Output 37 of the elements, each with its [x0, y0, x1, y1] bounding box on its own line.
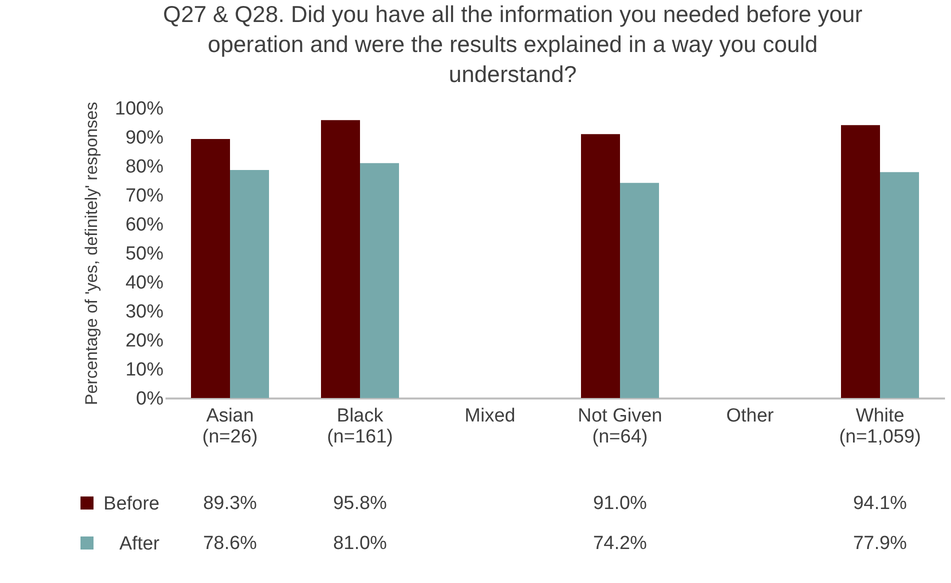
data-label: 95.8%	[333, 493, 388, 514]
x-tick-label: Asian (n=26)	[202, 406, 258, 448]
y-tick-label: 80%	[125, 156, 164, 178]
bar	[230, 170, 269, 398]
y-tick-label: 90%	[125, 128, 164, 148]
bar	[880, 172, 919, 398]
bar	[191, 139, 230, 398]
legend-label: Before	[104, 494, 160, 514]
x-tick-label: Black (n=161)	[326, 406, 394, 448]
data-label: 91.0%	[593, 493, 648, 514]
data-label: 77.9%	[853, 533, 908, 554]
y-axis-title: Percentage of 'yes, definitely' responses	[82, 102, 101, 406]
y-tick-label: 0%	[136, 388, 164, 410]
data-label: 94.1%	[853, 493, 908, 514]
data-label: 78.6%	[203, 533, 258, 554]
data-label: 81.0%	[333, 533, 388, 554]
y-tick-label: 50%	[125, 244, 164, 264]
y-tick-label: 100%	[114, 98, 164, 120]
bar	[620, 182, 659, 398]
chart-title: Q27 & Q28. Did you have all the information you needed before your operation and were the results explained in a way you could understand?	[163, 1, 863, 87]
y-tick-label: 30%	[125, 302, 164, 322]
x-tick-label: White (n=1,059)	[839, 406, 921, 448]
bar	[581, 134, 620, 398]
y-tick-label: 20%	[125, 330, 164, 352]
y-tick-label: 60%	[125, 214, 164, 236]
y-tick-label: 70%	[125, 186, 164, 206]
data-label: 74.2%	[593, 533, 648, 554]
bar	[321, 120, 360, 398]
x-tick-label: Mixed	[464, 406, 516, 426]
x-tick-label: Not Given (n=64)	[578, 406, 662, 448]
bar	[360, 163, 399, 398]
y-tick-label: 40%	[125, 272, 164, 294]
bar	[841, 125, 880, 398]
y-tick-label: 10%	[125, 360, 164, 380]
legend-label: After	[119, 534, 160, 554]
data-label: 89.3%	[203, 493, 258, 514]
x-tick-label: Other	[726, 406, 774, 426]
